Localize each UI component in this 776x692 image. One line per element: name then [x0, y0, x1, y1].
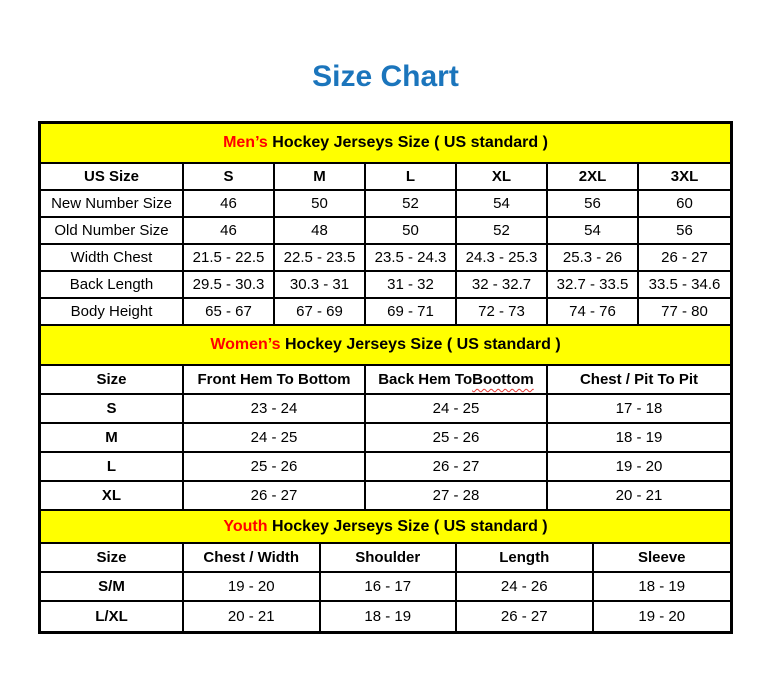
- youth-row-label: S/M: [41, 573, 184, 602]
- women-table-cell: 25 - 26: [366, 424, 548, 453]
- men-column-header: 2XL: [548, 164, 639, 191]
- men-table-cell: 52: [457, 218, 548, 245]
- youth-table-cell: 18 - 19: [321, 602, 457, 631]
- men-table-cell: 31 - 32: [366, 272, 457, 299]
- youth-section-header: Youth Hockey Jerseys Size ( US standard …: [41, 511, 730, 544]
- men-table-cell: 50: [366, 218, 457, 245]
- women-column-header: Back Hem To Boottom: [366, 366, 548, 395]
- women-row-label: S: [41, 395, 184, 424]
- youth-table-cell: 26 - 27: [457, 602, 594, 631]
- men-table-cell: 60: [639, 191, 730, 218]
- women-table-cell: 20 - 21: [548, 482, 730, 511]
- men-table-cell: 67 - 69: [275, 299, 366, 326]
- youth-column-header: Shoulder: [320, 544, 457, 573]
- men-table-cell: 22.5 - 23.5: [275, 245, 366, 272]
- youth-table-cell: 24 - 26: [457, 573, 594, 602]
- men-table-cell: 29.5 - 30.3: [184, 272, 275, 299]
- women-table-cell: 23 - 24: [184, 395, 366, 424]
- women-row-label: XL: [41, 482, 184, 511]
- youth-table-cell: 18 - 19: [593, 573, 730, 602]
- women-size-table: Size Front Hem To Bottom Back Hem To Boo…: [41, 366, 730, 511]
- youth-column-header: Length: [457, 544, 594, 573]
- women-table-cell: 19 - 20: [548, 453, 730, 482]
- men-table-cell: 32.7 - 33.5: [548, 272, 639, 299]
- women-section-title-text: Hockey Jerseys Size ( US standard ): [280, 336, 561, 353]
- men-column-header: M: [275, 164, 366, 191]
- page-title: Size Chart: [312, 60, 459, 93]
- men-row-label: Width Chest: [41, 245, 184, 272]
- women-table-cell: 26 - 27: [184, 482, 366, 511]
- men-table-cell: 21.5 - 22.5: [184, 245, 275, 272]
- women-table-cell: 27 - 28: [366, 482, 548, 511]
- men-table-cell: 46: [184, 191, 275, 218]
- men-size-table: US Size S M L XL 2XL 3XL New Number Size…: [41, 164, 730, 326]
- youth-row-label: L/XL: [41, 602, 184, 631]
- men-table-cell: 46: [184, 218, 275, 245]
- youth-column-header: Chest / Width: [184, 544, 321, 573]
- men-table-cell: 26 - 27: [639, 245, 730, 272]
- men-table-cell: 77 - 80: [639, 299, 730, 326]
- youth-table-cell: 19 - 20: [638, 608, 686, 625]
- women-column-header: Size: [41, 366, 184, 395]
- men-column-header: L: [366, 164, 457, 191]
- men-table-cell: 74 - 76: [548, 299, 639, 326]
- men-column-header: US Size: [41, 164, 184, 191]
- women-table-cell: 24 - 25: [366, 395, 548, 424]
- men-column-header: S: [184, 164, 275, 191]
- youth-table-cell: 16 - 17: [320, 573, 457, 602]
- men-table-cell: 72 - 73: [457, 299, 548, 326]
- women-column-header: Front Hem To Bottom: [184, 366, 366, 395]
- men-table-cell: 25.3 - 26: [548, 245, 639, 272]
- men-table-cell: 23.5 - 24.3: [366, 245, 457, 272]
- youth-column-header: Sleeve: [593, 544, 730, 573]
- women-section-title-highlight: Women’s: [210, 336, 281, 353]
- men-section-title-highlight: Men’s: [223, 134, 268, 151]
- youth-table-cell: 19 - 20: [184, 573, 321, 602]
- men-row-label: Back Length: [41, 272, 184, 299]
- men-row-label: New Number Size: [41, 191, 184, 218]
- women-column-header-misspelled-word: Boottom: [472, 371, 534, 388]
- men-table-cell: 69 - 71: [366, 299, 457, 326]
- men-table-cell: 56: [639, 218, 730, 245]
- men-table-cell: 48: [275, 218, 366, 245]
- men-table-cell: 33.5 - 34.6: [639, 272, 730, 299]
- women-table-cell: 24 - 25: [184, 424, 366, 453]
- men-table-cell: 56: [548, 191, 639, 218]
- women-section-header: Women’s Hockey Jerseys Size ( US standar…: [41, 326, 730, 366]
- youth-section-title-highlight: Youth: [223, 517, 268, 535]
- men-table-cell: 54: [548, 218, 639, 245]
- men-row-label: Old Number Size: [41, 218, 184, 245]
- men-section-title-text: Hockey Jerseys Size ( US standard ): [267, 134, 548, 151]
- men-table-cell: 32 - 32.7: [457, 272, 548, 299]
- men-table-cell: 24.3 - 25.3: [457, 245, 548, 272]
- women-column-header-prefix: Back Hem To: [378, 371, 473, 388]
- women-table-cell: 26 - 27: [366, 453, 548, 482]
- youth-table-cell: 20 - 21: [184, 602, 321, 631]
- men-table-cell: 50: [275, 191, 366, 218]
- men-table-cell: 54: [457, 191, 548, 218]
- youth-column-header: Size: [41, 544, 184, 573]
- women-table-cell: 25 - 26: [184, 453, 366, 482]
- men-column-header: 3XL: [639, 164, 730, 191]
- men-column-header: XL: [457, 164, 548, 191]
- men-table-cell: 52: [366, 191, 457, 218]
- youth-section-title-text: Hockey Jerseys Size ( US standard ): [267, 517, 548, 535]
- men-table-cell: 30.3 - 31: [275, 272, 366, 299]
- men-row-label: Body Height: [41, 299, 184, 326]
- youth-size-table: Size Chest / Width Shoulder Length Sleev…: [41, 544, 730, 631]
- men-section-header: Men’s Hockey Jerseys Size ( US standard …: [41, 124, 730, 164]
- men-table-cell: 65 - 67: [184, 299, 275, 326]
- women-table-cell: 18 - 19: [548, 424, 730, 453]
- women-table-cell: 17 - 18: [548, 395, 730, 424]
- women-row-label: L: [41, 453, 184, 482]
- women-column-header: Chest / Pit To Pit: [548, 366, 730, 395]
- size-chart-table: Men’s Hockey Jerseys Size ( US standard …: [38, 121, 733, 634]
- women-row-label: M: [41, 424, 184, 453]
